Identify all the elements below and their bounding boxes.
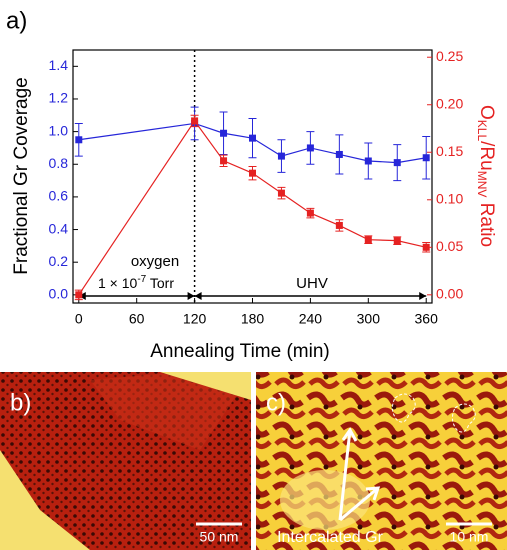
- data-point: [75, 291, 83, 299]
- label-part: Ratio: [476, 197, 497, 247]
- x-tick-label: 300: [357, 311, 381, 327]
- x-tick-label: 60: [129, 311, 145, 327]
- series-line: [78, 122, 427, 164]
- series-line: [78, 119, 427, 296]
- scale-label: 10 nm: [450, 529, 489, 545]
- data-point: [422, 154, 430, 162]
- x-axis-label: Annealing Time (min): [150, 341, 330, 362]
- y-tick-label: 0.2: [49, 253, 69, 269]
- stm-image-c: c) Intercalated Gr 10 nm: [256, 372, 507, 550]
- label-superscript: -7: [137, 274, 146, 285]
- data-point: [249, 169, 256, 177]
- stm-image-b: b) 50 nm: [0, 372, 251, 550]
- data-point: [364, 236, 372, 244]
- data-point: [277, 189, 285, 197]
- x-tick-label: 360: [415, 311, 439, 327]
- data-point: [220, 157, 228, 165]
- region-label: 1 × 10-7 Torr: [98, 274, 174, 291]
- panel-label: b): [10, 389, 31, 416]
- y-tick-label: 0.0: [49, 286, 69, 302]
- data-point: [335, 150, 343, 158]
- label-part: O: [476, 105, 497, 120]
- arrow-head: [194, 292, 202, 300]
- x-tick-label: 0: [75, 311, 83, 327]
- label-subscript: KLL: [475, 120, 489, 142]
- image-region: [90, 372, 240, 450]
- y-axis-label: Fractional Gr Coverage: [11, 77, 32, 274]
- gas-label: oxygen: [131, 253, 179, 270]
- y2-tick-label: 0.05: [436, 238, 463, 254]
- y-tick-label: 1.0: [49, 122, 69, 138]
- y2-tick-label: 0.15: [436, 143, 463, 159]
- y-tick-label: 0.8: [49, 155, 69, 171]
- region-label: UHV: [296, 275, 328, 292]
- arrow: [338, 427, 381, 522]
- annotation: Intercalated Gr: [277, 529, 384, 546]
- data-point: [364, 157, 372, 165]
- label-subscript: MNV: [475, 171, 489, 198]
- x-tick-label: 240: [299, 311, 323, 327]
- label-part: 1 × 10: [98, 275, 138, 291]
- image-region: [280, 470, 370, 530]
- panel-label: a): [6, 7, 27, 34]
- y2-tick-label: 0.25: [436, 48, 463, 64]
- arrow-head: [419, 292, 427, 300]
- data-point: [393, 237, 401, 245]
- x-tick-label: 180: [241, 311, 265, 327]
- data-point: [306, 209, 314, 217]
- arrow-head: [187, 292, 195, 300]
- image-region: [0, 450, 90, 550]
- y-tick-label: 0.4: [49, 220, 69, 236]
- panel-label: c): [266, 389, 286, 416]
- data-point: [306, 144, 314, 152]
- data-point: [191, 117, 199, 125]
- label-part: Torr: [146, 275, 174, 291]
- y-tick-label: 0.6: [49, 188, 69, 204]
- y2-tick-label: 0.10: [436, 190, 463, 206]
- scale-label: 50 nm: [200, 529, 239, 545]
- data-point: [277, 152, 285, 160]
- x-tick-label: 120: [183, 311, 207, 327]
- data-point: [220, 129, 228, 137]
- y2-axis-label: OKLL/RuMNV Ratio: [475, 105, 497, 247]
- data-point: [75, 136, 83, 144]
- outline: [451, 403, 476, 433]
- image-region: [160, 372, 251, 400]
- data-point: [335, 221, 343, 229]
- y-tick-label: 1.4: [49, 57, 69, 73]
- y2-tick-label: 0.20: [436, 95, 463, 111]
- data-point: [393, 159, 401, 167]
- data-point: [422, 243, 430, 251]
- y2-tick-label: 0.00: [436, 286, 463, 302]
- label-part: /Ru: [476, 141, 497, 171]
- data-point: [249, 134, 256, 142]
- y-tick-label: 1.2: [49, 90, 69, 106]
- outline: [391, 393, 416, 423]
